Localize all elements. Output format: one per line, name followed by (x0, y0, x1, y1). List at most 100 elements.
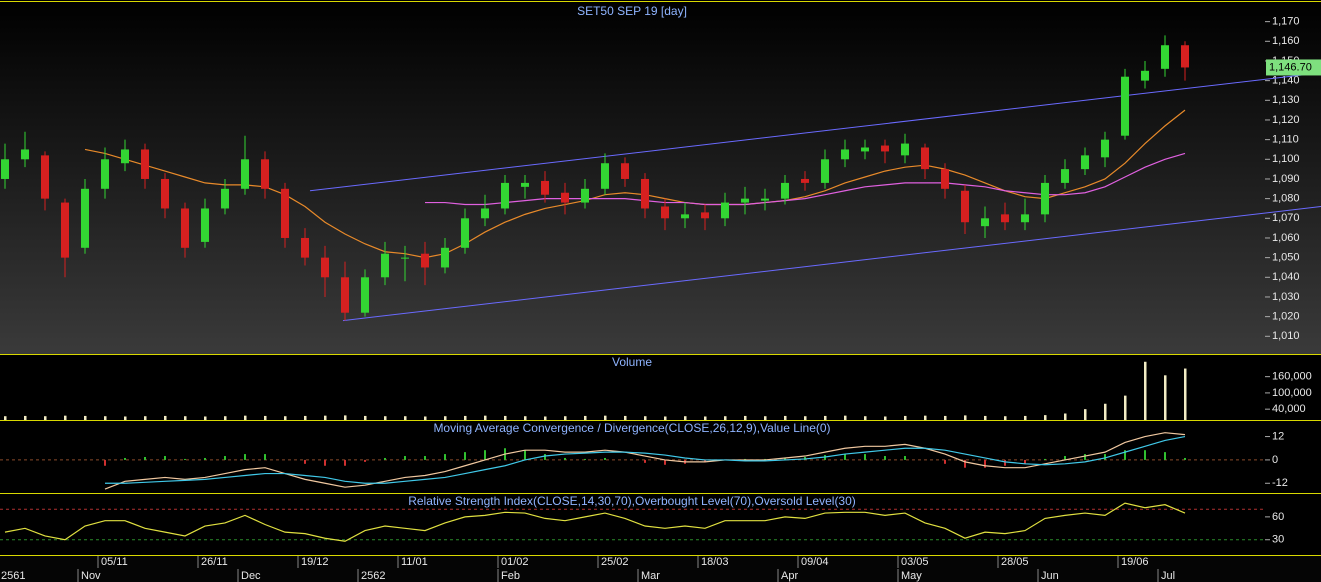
macd-histogram-bar (184, 458, 186, 460)
volume-bar (864, 416, 867, 420)
macd-histogram-bar (984, 459, 986, 468)
candle-body (361, 277, 369, 313)
candle-body (1141, 70, 1149, 81)
volume-bar (44, 416, 47, 420)
macd-histogram-bar (844, 454, 846, 460)
y-tick-label: 12 (1272, 430, 1284, 442)
candle-body (841, 149, 849, 160)
macd-histogram-bar (304, 459, 306, 464)
candle-body (141, 149, 149, 179)
macd-histogram-bar (544, 454, 546, 460)
trendline (309, 72, 1321, 192)
trendline (342, 206, 1321, 322)
y-tick-label: 1,120 (1272, 114, 1300, 126)
y-tick-label: 160,000 (1272, 371, 1312, 383)
volume-bar (544, 416, 547, 420)
y-tick-label: 1,040 (1272, 271, 1300, 283)
panel-title: Moving Average Convergence / Divergence(… (433, 421, 830, 435)
macd-histogram-bar (224, 456, 226, 460)
macd-histogram-bar (1124, 450, 1126, 460)
candle-body (621, 163, 629, 179)
macd-histogram-bar (384, 457, 386, 460)
candle-body (381, 253, 389, 278)
candle-body (221, 188, 229, 209)
candle-body (61, 202, 69, 258)
x-tick-label: 03/05 (901, 556, 929, 568)
volume-bar (164, 415, 167, 420)
candle-body (641, 178, 649, 209)
candle-body (541, 180, 549, 195)
last-price-box (1266, 59, 1321, 76)
volume-bar (664, 416, 667, 420)
y-tick-label: 100,000 (1272, 387, 1312, 399)
volume-bar (724, 416, 727, 420)
x-axis-bg (0, 555, 1321, 582)
x-tick-label: 18/03 (701, 556, 729, 568)
y-tick-label: -12 (1272, 477, 1288, 489)
y-tick-label: 0 (1272, 454, 1278, 466)
candle-body (121, 149, 129, 164)
candle-body (1181, 45, 1189, 68)
macd-histogram-bar (144, 457, 146, 460)
volume-bar (764, 416, 767, 420)
macd-histogram-bar (244, 454, 246, 460)
volume-bar (604, 415, 607, 420)
macd-histogram-bar (784, 457, 786, 460)
macd-histogram-bar (944, 459, 946, 464)
volume-bar (284, 416, 287, 420)
volume-bar (944, 415, 947, 420)
volume-bar (564, 416, 567, 420)
y-tick-label: 40,000 (1272, 403, 1306, 415)
macd-histogram-bar (204, 457, 206, 460)
candle-body (741, 198, 749, 203)
volume-bar (884, 416, 887, 420)
candle-body (701, 212, 709, 219)
candle-body (781, 182, 789, 199)
x-tick-label: 05/11 (101, 556, 128, 568)
candle-body (681, 214, 689, 219)
moving-average (425, 152, 1186, 206)
volume-bar (264, 415, 267, 420)
y-tick-label: 1,020 (1272, 311, 1300, 323)
macd-histogram-bar (664, 459, 666, 465)
x-month-label: Jul (1161, 570, 1175, 582)
y-tick-label: 1,170 (1272, 16, 1300, 28)
candle-body (481, 208, 489, 219)
volume-bar (104, 416, 107, 420)
y-tick-label: 1,030 (1272, 291, 1300, 303)
macd-histogram-bar (864, 454, 866, 460)
volume-bar (1124, 395, 1127, 420)
candle-body (801, 178, 809, 183)
volume-bar (444, 416, 447, 420)
candle-body (941, 169, 949, 189)
x-tick-label: 19/06 (1121, 556, 1149, 568)
y-tick-label: 1,140 (1272, 75, 1300, 87)
volume-bar (384, 416, 387, 420)
candle-body (401, 257, 409, 259)
volume-bar (924, 415, 927, 420)
volume-bar (1024, 415, 1027, 420)
volume-bar (124, 416, 127, 420)
macd-histogram-bar (364, 459, 366, 462)
volume-bar (244, 415, 247, 420)
candle-body (341, 277, 349, 313)
y-tick-label: 1,160 (1272, 35, 1300, 47)
x-month-label: May (901, 570, 922, 582)
volume-bar (1084, 409, 1087, 420)
volume-bar (1004, 416, 1007, 420)
volume-bar (624, 415, 627, 420)
candle-body (241, 159, 249, 189)
candle-body (181, 208, 189, 248)
x-tick-label: 28/05 (1001, 556, 1029, 568)
volume-bar (224, 416, 227, 420)
panel-title: SET50 SEP 19 [day] (577, 4, 687, 18)
candle-body (861, 147, 869, 152)
candle-body (1121, 76, 1129, 136)
volume-bar (744, 415, 747, 420)
x-month-label: 2561 (1, 570, 25, 582)
x-month-label: Apr (781, 570, 798, 582)
candle-body (441, 247, 449, 268)
candle-body (981, 218, 989, 227)
volume-bar (24, 415, 27, 420)
